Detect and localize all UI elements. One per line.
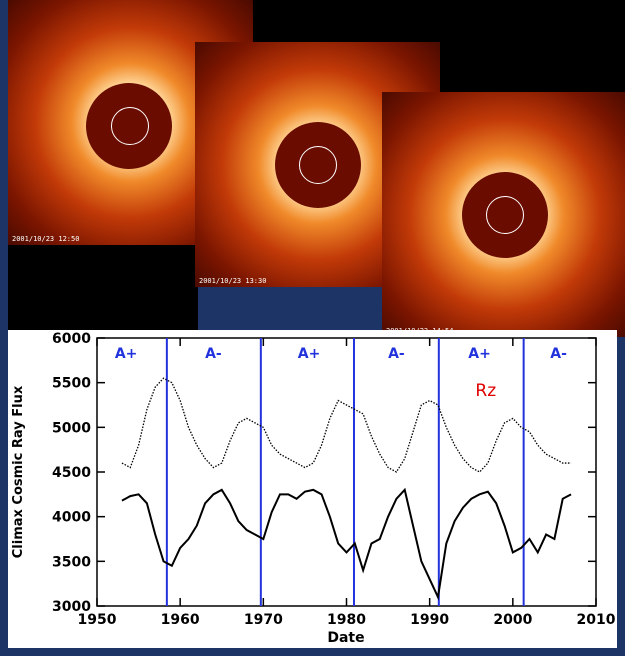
- y-tick-label: 5000: [52, 420, 91, 436]
- timestamp: 2001/10/23 12:50: [12, 235, 80, 243]
- polarity-label: A+: [468, 346, 491, 362]
- black-bg: [248, 0, 625, 42]
- polarity-label: A-: [205, 346, 222, 362]
- polarity-label: A-: [388, 346, 405, 362]
- coronagraph-image: 2001/10/23 14:54: [382, 92, 625, 337]
- x-axis-label: Date: [327, 630, 364, 646]
- black-bg: [8, 245, 198, 330]
- x-tick-label: 1980: [327, 612, 366, 628]
- chart: Climax Cosmic Ray Flux Date 3000 3500 4000…: [8, 330, 617, 648]
- y-axis-label: Climax Cosmic Ray Flux: [11, 385, 26, 558]
- x-tick-label: 2010: [577, 612, 616, 628]
- sun-ring: [110, 106, 149, 145]
- y-tick-label: 3500: [52, 554, 91, 570]
- y-tick-label: 4000: [52, 510, 91, 526]
- y-tick-label: 3000: [52, 599, 91, 615]
- x-tick-label: 1990: [410, 612, 449, 628]
- polarity-label: A-: [550, 346, 567, 362]
- x-tick-label: 1970: [244, 612, 283, 628]
- timestamp: 2001/10/23 13:30: [199, 277, 267, 285]
- y-tick-label: 4500: [52, 465, 91, 481]
- sun-ring: [485, 195, 524, 234]
- polarity-label: A+: [298, 346, 321, 362]
- x-tick-label: 1960: [161, 612, 200, 628]
- y-tick-label: 6000: [52, 331, 91, 347]
- polarity-label: A+: [115, 346, 138, 362]
- black-bg: [440, 42, 625, 92]
- sun-ring: [298, 145, 337, 184]
- series-line: [121, 487, 572, 601]
- x-tick-label: 2000: [493, 612, 532, 628]
- series-line: [121, 377, 572, 473]
- y-tick-label: 5500: [52, 376, 91, 392]
- series-label: Rz: [475, 381, 496, 401]
- x-tick-label: 1950: [78, 612, 117, 628]
